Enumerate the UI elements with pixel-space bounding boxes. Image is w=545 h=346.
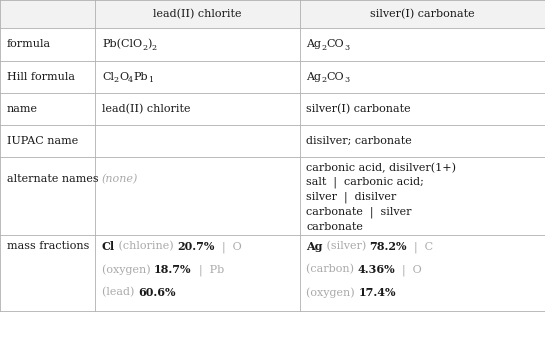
Text: Pb: Pb: [134, 72, 148, 82]
Text: ): ): [147, 39, 152, 49]
Text: Ag: Ag: [306, 72, 322, 82]
Text: 60.6%: 60.6%: [138, 288, 175, 298]
Text: 2: 2: [322, 76, 326, 84]
Text: name: name: [7, 104, 38, 114]
Text: 78.2%: 78.2%: [370, 241, 407, 252]
Text: 1: 1: [148, 76, 153, 84]
Text: Ag: Ag: [306, 241, 323, 252]
Text: (silver): (silver): [323, 241, 370, 251]
Text: IUPAC name: IUPAC name: [7, 136, 78, 146]
Text: 18.7%: 18.7%: [154, 264, 191, 275]
Text: CO: CO: [326, 72, 344, 82]
Text: Hill formula: Hill formula: [7, 72, 75, 82]
Text: 2: 2: [142, 44, 147, 52]
Text: mass fractions: mass fractions: [7, 241, 89, 251]
Text: 4: 4: [128, 76, 134, 84]
Text: Cl: Cl: [102, 241, 115, 252]
Text: O: O: [119, 72, 128, 82]
Text: (oxygen): (oxygen): [306, 288, 359, 298]
Text: |  O: | O: [396, 264, 422, 276]
Text: 20.7%: 20.7%: [177, 241, 215, 252]
Text: disilver; carbonate: disilver; carbonate: [306, 136, 412, 146]
Text: lead(II) chlorite: lead(II) chlorite: [102, 104, 190, 114]
Text: silver(I) carbonate: silver(I) carbonate: [370, 9, 475, 19]
Text: (carbon): (carbon): [306, 264, 358, 274]
Text: Pb(ClO: Pb(ClO: [102, 39, 142, 49]
Text: carbonic acid, disilver(1+)
salt  |  carbonic acid;
silver  |  disilver
carbonat: carbonic acid, disilver(1+) salt | carbo…: [306, 163, 456, 232]
Text: 4.36%: 4.36%: [358, 264, 396, 275]
Text: (lead): (lead): [102, 288, 138, 298]
Text: |  C: | C: [407, 241, 433, 253]
Text: alternate names: alternate names: [7, 174, 98, 184]
Text: CO: CO: [326, 39, 344, 49]
Text: (chlorine): (chlorine): [115, 241, 177, 251]
Text: formula: formula: [7, 39, 51, 49]
Text: |  O: | O: [215, 241, 241, 253]
Text: Ag: Ag: [306, 39, 322, 49]
Text: 2: 2: [114, 76, 119, 84]
Bar: [0, 0, 545, 28]
Text: 3: 3: [344, 44, 349, 52]
Text: 2: 2: [152, 44, 156, 52]
Text: Cl: Cl: [102, 72, 114, 82]
Text: lead(II) chlorite: lead(II) chlorite: [153, 9, 242, 19]
Text: (oxygen): (oxygen): [102, 264, 154, 275]
Text: silver(I) carbonate: silver(I) carbonate: [306, 104, 411, 114]
Text: 3: 3: [344, 76, 349, 84]
Text: (none): (none): [102, 174, 138, 184]
Text: |  Pb: | Pb: [191, 264, 224, 276]
Text: 2: 2: [322, 44, 326, 52]
Text: 17.4%: 17.4%: [359, 288, 396, 298]
